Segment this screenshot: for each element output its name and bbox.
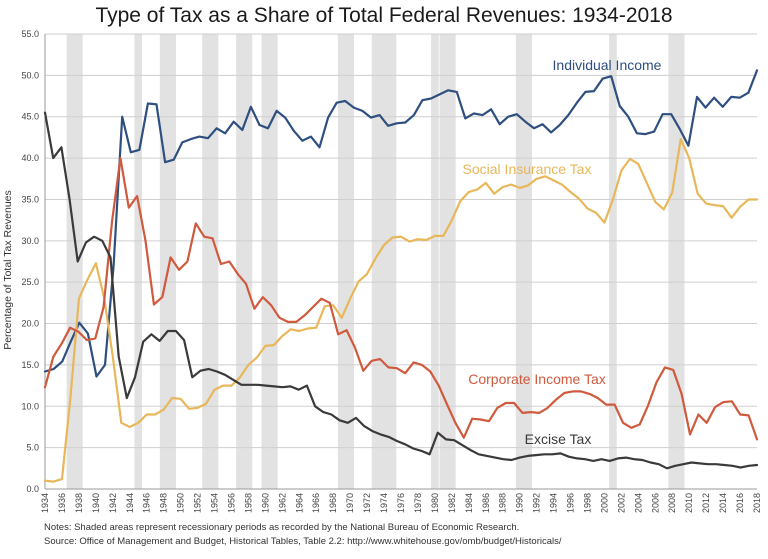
x-tick-label: 1948 — [159, 493, 169, 513]
x-tick-label: 1986 — [481, 493, 491, 513]
x-tick-label: 1942 — [108, 493, 118, 513]
series-line — [43, 111, 759, 470]
series-line — [43, 138, 759, 483]
x-tick-label: 1974 — [379, 493, 389, 513]
y-tick-label: 15.0 — [21, 360, 39, 370]
x-tick-label: 1944 — [125, 493, 135, 513]
x-tick-label: 1992 — [532, 493, 542, 513]
x-tick-label: 1958 — [243, 493, 253, 513]
series-labels: Individual Income Social Insurance Tax Cor… — [463, 57, 662, 447]
x-tick-label: 1972 — [362, 493, 372, 513]
y-tick-label: 55.0 — [21, 29, 39, 39]
axes — [44, 34, 757, 490]
recession-band — [134, 34, 143, 489]
x-tick-label: 2010 — [684, 493, 694, 513]
y-tick-labels: 0.0 5.0 10.0 15.0 20.0 25.0 30.0 35.0 40.0 45.0 50… — [21, 29, 39, 494]
x-tick-label: 1950 — [176, 493, 186, 513]
x-tick-label: 1936 — [57, 493, 67, 513]
x-tick-label: 1954 — [210, 493, 220, 513]
x-tick-label: 1938 — [74, 493, 84, 513]
series-lines — [43, 69, 759, 483]
x-tick-label: 1976 — [396, 493, 406, 513]
notes-line: Notes: Shaded areas represent recessiona… — [44, 522, 520, 533]
x-tick-label: 1956 — [226, 493, 236, 513]
x-tick-label: 1982 — [447, 493, 457, 513]
recession-band — [261, 34, 278, 489]
recession-band — [337, 34, 354, 489]
x-tick-label: 1952 — [193, 493, 203, 513]
x-tick-label: 1960 — [260, 493, 270, 513]
recession-band — [66, 34, 83, 489]
recession-band — [439, 34, 456, 489]
x-tick-label: 2012 — [701, 493, 711, 513]
recession-bands — [66, 34, 685, 489]
y-tick-label: 5.0 — [26, 443, 39, 453]
y-tick-label: 10.0 — [21, 401, 39, 411]
x-tick-label: 1994 — [549, 493, 559, 513]
y-axis-label: Percentage of Total Tax Revenues — [2, 190, 14, 350]
y-tick-label: 35.0 — [21, 194, 39, 204]
y-tick-label: 40.0 — [21, 153, 39, 163]
chart-title: Type of Tax as a Share of Total Federal … — [95, 4, 673, 27]
x-tick-label: 1968 — [328, 493, 338, 513]
chart-notes: Notes: Shaded areas represent recessiona… — [44, 521, 562, 549]
recession-band — [609, 34, 617, 489]
recession-band — [668, 34, 685, 489]
x-tick-label: 1996 — [566, 493, 576, 513]
y-tick-label: 25.0 — [21, 277, 39, 287]
x-tick-label: 1984 — [464, 493, 474, 513]
series-label: Social Insurance Tax — [463, 161, 592, 177]
x-tick-label: 1980 — [430, 493, 440, 513]
x-tick-label: 1946 — [142, 493, 152, 513]
x-tick-label: 1990 — [515, 493, 525, 513]
recession-band — [236, 34, 253, 489]
y-tick-label: 45.0 — [21, 112, 39, 122]
recession-band — [371, 34, 397, 489]
series-line — [43, 157, 759, 441]
source-line: Source: Office of Management and Budget,… — [44, 536, 562, 547]
series-label: Individual Income — [553, 57, 662, 73]
y-tick-label: 50.0 — [21, 70, 39, 80]
x-tick-label: 1988 — [498, 493, 508, 513]
recession-band — [202, 34, 219, 489]
y-tick-label: 30.0 — [21, 236, 39, 246]
x-tick-label: 2008 — [667, 493, 677, 513]
x-tick-label: 2000 — [599, 493, 609, 513]
recession-band — [431, 34, 439, 489]
x-tick-labels: 1934 1936 1938 1940 1942 1944 1946 1948 1950 1952… — [40, 493, 762, 513]
x-tick-label: 2006 — [650, 493, 660, 513]
x-tick-label: 2016 — [735, 493, 745, 513]
recession-band — [515, 34, 532, 489]
gridlines — [45, 33, 757, 490]
series-line — [43, 69, 759, 378]
x-tick-label: 2018 — [752, 493, 762, 513]
series-label: Excise Tax — [525, 431, 592, 447]
x-tick-label: 1934 — [40, 493, 50, 513]
y-tick-label: 0.0 — [26, 484, 39, 494]
x-tick-label: 1966 — [311, 493, 321, 513]
x-tick-label: 1964 — [294, 493, 304, 513]
series-label: Corporate Income Tax — [468, 371, 605, 387]
x-tick-label: 2014 — [718, 493, 728, 513]
x-tick-label: 1998 — [582, 493, 592, 513]
x-tick-label: 1940 — [91, 493, 101, 513]
y-tick-label: 20.0 — [21, 319, 39, 329]
x-tick-label: 1978 — [413, 493, 423, 513]
x-tick-label: 1970 — [345, 493, 355, 513]
x-tick-label: 1962 — [277, 493, 287, 513]
x-tick-label: 2002 — [616, 493, 626, 513]
x-tick-label: 2004 — [633, 493, 643, 513]
